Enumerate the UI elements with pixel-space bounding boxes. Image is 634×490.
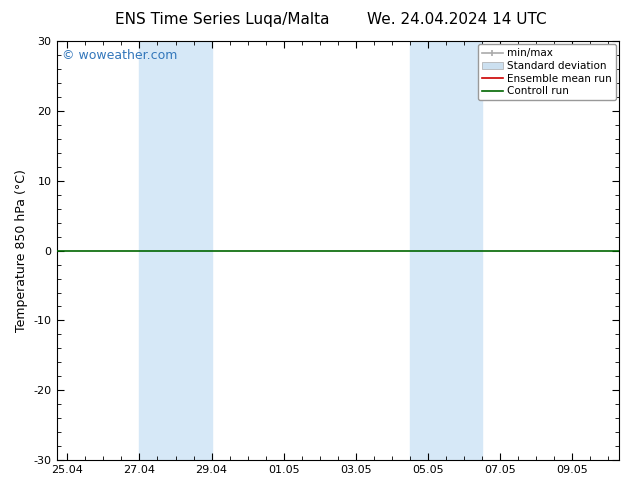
Bar (410, 41, 482, 460)
Legend: min/max, Standard deviation, Ensemble mean run, Controll run: min/max, Standard deviation, Ensemble me… (478, 44, 616, 100)
Bar (139, 41, 212, 460)
Text: We. 24.04.2024 14 UTC: We. 24.04.2024 14 UTC (366, 12, 547, 27)
Text: © woweather.com: © woweather.com (62, 49, 178, 62)
Y-axis label: Temperature 850 hPa (°C): Temperature 850 hPa (°C) (15, 169, 28, 332)
Text: ENS Time Series Luqa/Malta: ENS Time Series Luqa/Malta (115, 12, 329, 27)
